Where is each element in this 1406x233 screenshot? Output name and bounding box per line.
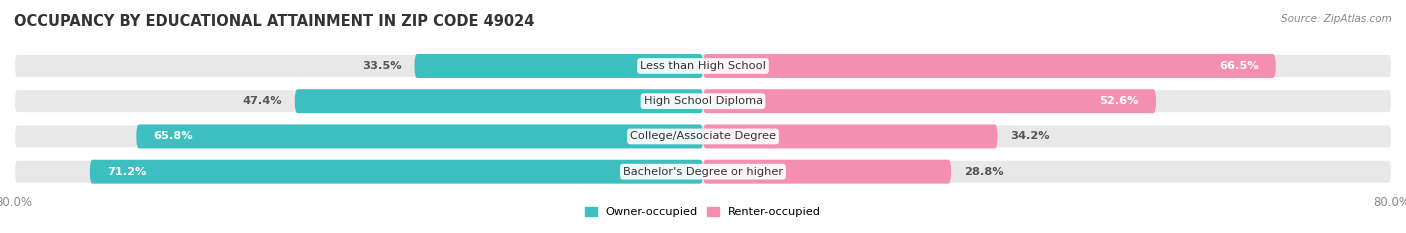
Legend: Owner-occupied, Renter-occupied: Owner-occupied, Renter-occupied bbox=[585, 207, 821, 217]
FancyBboxPatch shape bbox=[14, 89, 1392, 113]
FancyBboxPatch shape bbox=[90, 160, 703, 184]
FancyBboxPatch shape bbox=[703, 89, 1156, 113]
FancyBboxPatch shape bbox=[703, 124, 997, 148]
FancyBboxPatch shape bbox=[14, 54, 1392, 78]
Text: College/Associate Degree: College/Associate Degree bbox=[630, 131, 776, 141]
Text: Bachelor's Degree or higher: Bachelor's Degree or higher bbox=[623, 167, 783, 177]
Text: 34.2%: 34.2% bbox=[1011, 131, 1050, 141]
Text: 71.2%: 71.2% bbox=[107, 167, 146, 177]
Text: OCCUPANCY BY EDUCATIONAL ATTAINMENT IN ZIP CODE 49024: OCCUPANCY BY EDUCATIONAL ATTAINMENT IN Z… bbox=[14, 14, 534, 29]
FancyBboxPatch shape bbox=[295, 89, 703, 113]
Text: Source: ZipAtlas.com: Source: ZipAtlas.com bbox=[1281, 14, 1392, 24]
FancyBboxPatch shape bbox=[703, 54, 1275, 78]
Text: High School Diploma: High School Diploma bbox=[644, 96, 762, 106]
Text: 47.4%: 47.4% bbox=[242, 96, 281, 106]
Text: 66.5%: 66.5% bbox=[1219, 61, 1258, 71]
Text: Less than High School: Less than High School bbox=[640, 61, 766, 71]
Text: 28.8%: 28.8% bbox=[965, 167, 1004, 177]
FancyBboxPatch shape bbox=[14, 160, 1392, 184]
FancyBboxPatch shape bbox=[136, 124, 703, 148]
Text: 65.8%: 65.8% bbox=[153, 131, 193, 141]
Text: 33.5%: 33.5% bbox=[361, 61, 402, 71]
FancyBboxPatch shape bbox=[703, 160, 950, 184]
Text: 52.6%: 52.6% bbox=[1099, 96, 1139, 106]
FancyBboxPatch shape bbox=[415, 54, 703, 78]
FancyBboxPatch shape bbox=[14, 124, 1392, 148]
